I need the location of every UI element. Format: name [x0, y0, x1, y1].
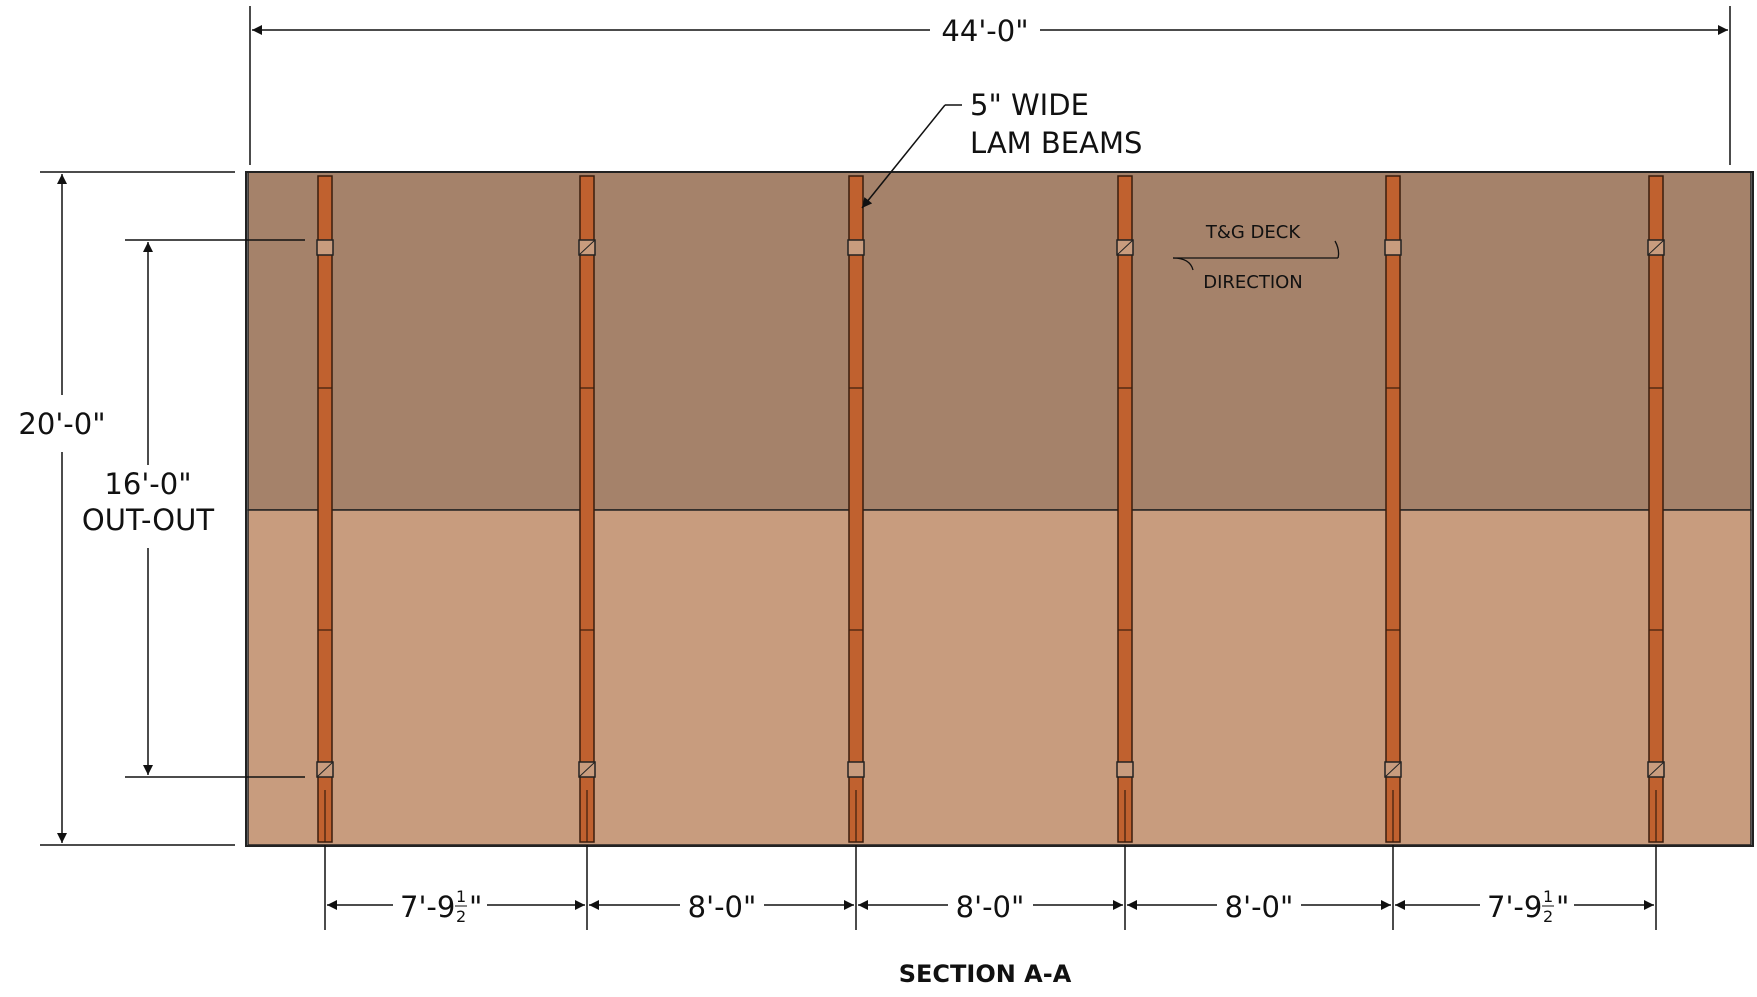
roof-lower-half: [247, 509, 1752, 846]
post-square: [847, 239, 865, 256]
overall-width-label: 44'-0": [941, 14, 1028, 48]
post-span-dimension: [125, 239, 305, 778]
beam: [316, 175, 334, 843]
beam-note-leader: [861, 104, 962, 209]
bay-dimension-1: 7'-9 1 2 ": [327, 887, 585, 926]
bay-dimension-3: 8'-0": [858, 890, 1123, 924]
overall-width-dimension: [249, 6, 1731, 165]
overall-depth-label: 20'-0": [18, 407, 105, 441]
section-title: SECTION A-A: [899, 960, 1072, 988]
post-square: [1384, 239, 1402, 256]
beam: [1384, 175, 1402, 843]
roof-outline: [245, 171, 1754, 847]
lam-beams: [316, 175, 1665, 843]
bay-1-label: 7'-9: [400, 890, 455, 924]
post-span-qualifier: OUT-OUT: [82, 503, 214, 537]
beam: [847, 175, 865, 843]
deck-note-line2: DIRECTION: [1203, 272, 1303, 293]
bay-1-frac-num: 1: [456, 887, 466, 906]
bay-4-label: 8'-0": [1225, 890, 1294, 924]
bay-5-frac-num: 1: [1543, 887, 1553, 906]
bay-1-frac-den: 2: [456, 907, 466, 926]
bay-5-label: 7'-9: [1487, 890, 1542, 924]
bay-2-label: 8'-0": [688, 890, 757, 924]
post-square: [847, 761, 865, 778]
deck-note-line1: T&G DECK: [1205, 222, 1302, 243]
deck-direction-symbol: [1172, 240, 1340, 271]
beam-note-line1: 5" WIDE: [970, 88, 1089, 122]
bay-dimension-extensions: [324, 845, 1657, 930]
bay-3-label: 8'-0": [956, 890, 1025, 924]
beam: [1116, 175, 1134, 843]
roof-upper-half: [247, 171, 1752, 511]
beam: [1647, 175, 1665, 843]
bay-dimension-5: 7'-9 1 2 ": [1395, 887, 1654, 926]
beam: [578, 175, 596, 843]
roof-panel: [245, 171, 1754, 847]
bay-5-frac-den: 2: [1543, 907, 1553, 926]
bay-dimension-4: 8'-0": [1127, 890, 1391, 924]
bay-1-suffix: ": [469, 890, 482, 924]
post-span-label: 16'-0": [104, 467, 191, 501]
post-square: [316, 239, 334, 256]
bay-dimension-2: 8'-0": [589, 890, 854, 924]
overall-depth-dimension: [40, 171, 235, 846]
bay-5-suffix: ": [1556, 890, 1569, 924]
beam-note-line2: LAM BEAMS: [970, 126, 1142, 160]
post-square: [1116, 761, 1134, 778]
